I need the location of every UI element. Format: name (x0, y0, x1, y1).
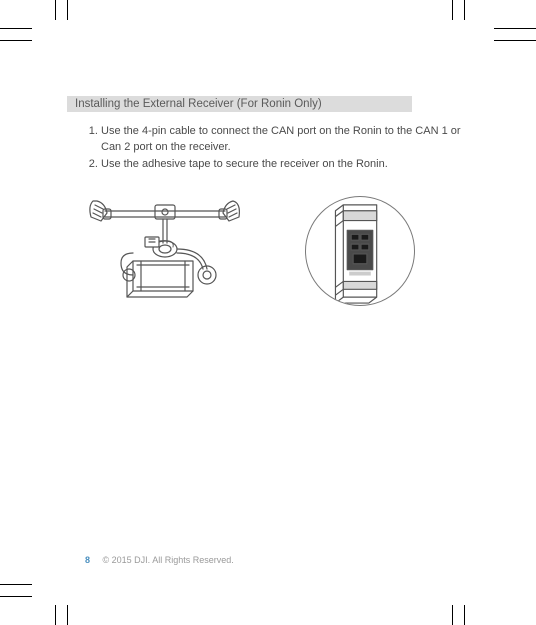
page-number: 8 (85, 555, 90, 565)
copyright-text: © 2015 DJI. All Rights Reserved. (103, 555, 234, 565)
crop-mark (464, 0, 465, 20)
crop-mark (494, 28, 536, 29)
crop-mark (0, 584, 32, 585)
crop-mark (452, 0, 453, 20)
instruction-step: Use the 4-pin cable to connect the CAN p… (101, 124, 461, 156)
crop-mark (67, 605, 68, 625)
crop-mark (452, 605, 453, 625)
figure-row (67, 191, 486, 311)
crop-mark (55, 0, 56, 20)
crop-mark (55, 605, 56, 625)
crop-mark (0, 596, 32, 597)
page-content: Installing the External Receiver (For Ro… (67, 40, 486, 585)
crop-mark (464, 605, 465, 625)
crop-mark (0, 40, 32, 41)
detail-svg (306, 196, 414, 306)
section-title: Installing the External Receiver (For Ro… (75, 98, 322, 110)
crop-mark (0, 28, 32, 29)
page-footer: 8 © 2015 DJI. All Rights Reserved. (85, 555, 234, 565)
crop-mark (67, 0, 68, 20)
section-heading: Installing the External Receiver (For Ro… (67, 96, 412, 112)
detail-illustration (305, 196, 415, 306)
crop-mark (494, 40, 536, 41)
gimbal-svg (85, 191, 245, 311)
instruction-list: Use the 4-pin cable to connect the CAN p… (67, 124, 486, 173)
gimbal-illustration (85, 191, 245, 311)
instruction-step: Use the adhesive tape to secure the rece… (101, 157, 461, 173)
